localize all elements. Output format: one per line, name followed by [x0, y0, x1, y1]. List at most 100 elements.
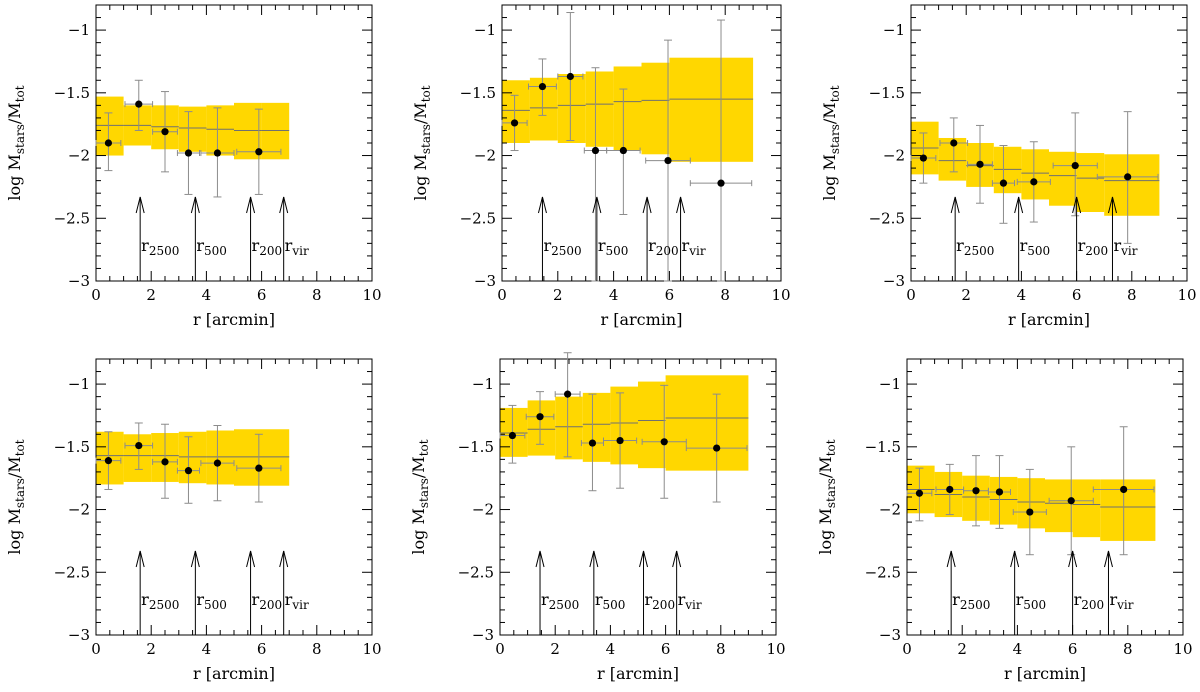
x-tick-label: 6	[1072, 286, 1082, 304]
radius-label: r200	[252, 236, 283, 258]
band-bin	[993, 146, 1022, 194]
y-tick-label: −2	[883, 147, 905, 165]
data-point	[915, 489, 924, 497]
x-tick-label: 4	[202, 640, 212, 658]
radius-label-main: r	[645, 590, 653, 609]
radius-label-main: r	[648, 236, 656, 255]
y-axis-label-slash: /M	[411, 102, 430, 124]
radius-arrowhead	[1014, 196, 1024, 214]
radius-label-sub: 500	[1023, 598, 1046, 612]
radius-label: rvir	[285, 590, 309, 612]
radius-label: r2500	[141, 590, 179, 612]
y-tick-label: −1.5	[458, 438, 494, 456]
x-tick-label: 10	[362, 286, 381, 304]
y-axis-label: log Mstars/Mtot	[5, 85, 27, 200]
y-tick-label: −3	[68, 272, 90, 290]
data-point	[713, 444, 721, 452]
panel-6: 0 2 4 6 8 10 −3 −2.5 −2 −1.5 −1 r [arcmin] log Mstar…	[816, 358, 1193, 683]
radius-label-sub: 200	[656, 244, 679, 258]
x-tick-label: 0	[497, 286, 507, 304]
radius-arrowhead	[135, 550, 145, 568]
x-tick-label: 10	[1173, 640, 1192, 658]
band-bin	[641, 62, 670, 155]
radius-label: r2500	[956, 236, 994, 258]
radius-label: rvir	[1109, 590, 1133, 612]
x-tick-label: 8	[716, 640, 726, 658]
radius-arrowhead	[1103, 550, 1113, 568]
y-axis-label-sub: tot	[13, 85, 27, 102]
x-tick-label: 10	[771, 286, 790, 304]
panel-4: 0 2 4 6 8 10 −3 −2.5 −2 −1.5 −1 r [arcmin] log Mstar…	[5, 358, 382, 683]
data-point	[161, 128, 169, 136]
data-point	[616, 436, 624, 445]
radius-arrowhead	[279, 196, 289, 214]
y-axis-label-sub: stars	[13, 478, 27, 508]
band-bin	[669, 57, 754, 162]
y-tick-label: −3	[472, 626, 494, 644]
radius-label: r500	[1016, 590, 1047, 612]
band-bin	[665, 375, 749, 471]
y-axis-label-sub: tot	[417, 439, 431, 456]
data-point	[1124, 173, 1132, 181]
x-tick-label: 10	[362, 640, 381, 658]
y-axis-label-sub: tot	[13, 439, 27, 456]
data-point	[135, 441, 143, 450]
radius-label: r2500	[541, 590, 579, 612]
panel-2: 0 2 4 6 8 10 −3 −2.5 −2 −1.5 −1 r [arcmin] log Mstar…	[411, 4, 791, 329]
radius-label: r200	[252, 590, 283, 612]
band-bin	[206, 105, 234, 156]
radius-arrowhead	[190, 196, 200, 214]
data-point	[213, 459, 222, 467]
y-tick-label: −1	[472, 375, 494, 393]
data-point	[950, 139, 958, 147]
radius-arrowhead	[639, 550, 649, 568]
panel-3: 0 2 4 6 8 10 −3 −2.5 −2 −1.5 −1 r [arcmin] log Mstar…	[820, 4, 1197, 329]
x-tick-label: 4	[609, 286, 619, 304]
x-tick-label: 2	[146, 286, 156, 304]
x-tick-label: 6	[257, 640, 267, 658]
x-axis-label: r [arcmin]	[597, 664, 679, 683]
x-tick-label: 4	[1017, 286, 1027, 304]
panel-1: 0 2 4 6 8 10 −3 −2.5 −2 −1.5 −1 r [arcmin] log Mstar…	[5, 4, 382, 329]
y-tick-label: −1.5	[54, 84, 90, 102]
data-point	[510, 119, 519, 127]
radius-label: r2500	[952, 590, 990, 612]
radius-label-sub: vir	[688, 244, 706, 258]
radius-arrowhead	[589, 550, 599, 568]
data-point	[946, 485, 954, 494]
x-tick-label: 8	[1123, 640, 1133, 658]
data-point	[104, 139, 113, 147]
y-tick-label: −1	[879, 375, 901, 393]
data-point	[919, 154, 928, 162]
radius-label-main: r	[1113, 236, 1121, 255]
radius-label: rvir	[1113, 236, 1137, 258]
band-bin	[1021, 149, 1049, 200]
radius-label-sub: 2500	[551, 244, 582, 258]
y-axis-label-main: log M	[816, 508, 835, 554]
radius-label-main: r	[1074, 590, 1082, 609]
y-tick-label: −2	[68, 501, 90, 519]
radius-label-sub: vir	[291, 598, 309, 612]
radius-label: r500	[1020, 236, 1051, 258]
band-bin	[610, 386, 638, 465]
radius-arrowhead	[279, 550, 289, 568]
radius-label: r500	[196, 590, 227, 612]
radius-label-main: r	[196, 590, 204, 609]
band-bin	[1049, 151, 1077, 206]
band-bin	[206, 430, 234, 485]
radius-label-sub: vir	[291, 244, 309, 258]
radius-arrowhead	[676, 196, 686, 214]
radius-label-sub: 200	[259, 598, 282, 612]
data-point	[564, 390, 572, 398]
radius-label-sub: vir	[1116, 598, 1134, 612]
data-point	[972, 487, 980, 495]
y-tick-label: −1.5	[54, 438, 90, 456]
x-axis-label: r [arcmin]	[193, 310, 275, 329]
y-axis-label-main: log M	[820, 154, 839, 200]
radius-label-main: r	[285, 236, 293, 255]
y-tick-label: −2.5	[54, 563, 90, 581]
y-tick-label: −3	[68, 626, 90, 644]
radius-arrowhead	[135, 196, 145, 214]
y-tick-label: −2.5	[865, 563, 901, 581]
